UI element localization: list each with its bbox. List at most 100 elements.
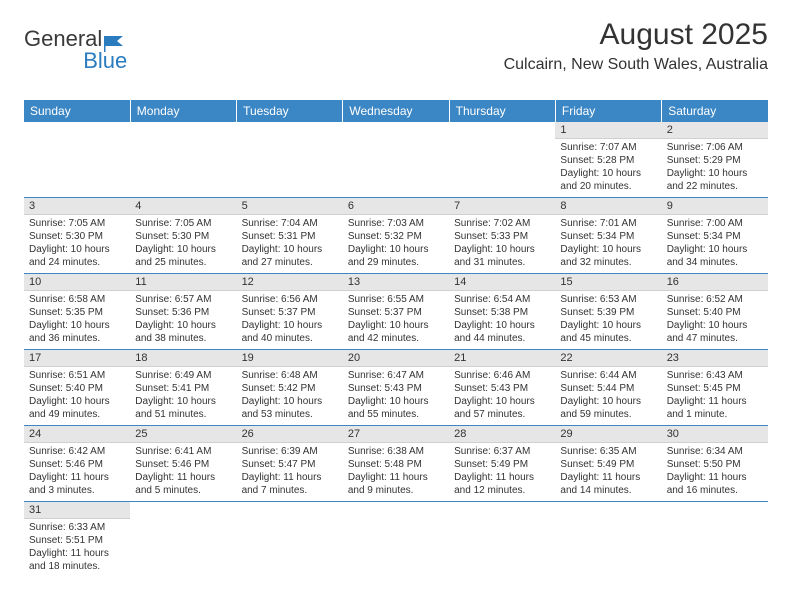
calendar-body: 1Sunrise: 7:07 AMSunset: 5:28 PMDaylight…	[24, 122, 768, 577]
day-detail-line: Daylight: 10 hours	[454, 243, 550, 256]
day-detail-line: Sunset: 5:47 PM	[242, 458, 338, 471]
day-detail-line: Sunset: 5:34 PM	[560, 230, 656, 243]
day-details: Sunrise: 6:47 AMSunset: 5:43 PMDaylight:…	[343, 367, 449, 425]
day-detail-line: Daylight: 11 hours	[560, 471, 656, 484]
day-detail-line: Sunrise: 6:33 AM	[29, 521, 125, 534]
day-detail-line: and 29 minutes.	[348, 256, 444, 269]
calendar-day-cell: 14Sunrise: 6:54 AMSunset: 5:38 PMDayligh…	[449, 274, 555, 350]
day-detail-line: and 3 minutes.	[29, 484, 125, 497]
day-detail-line: Daylight: 10 hours	[135, 243, 231, 256]
day-detail-line: Sunrise: 6:52 AM	[667, 293, 763, 306]
day-detail-line: Daylight: 11 hours	[667, 471, 763, 484]
calendar-day-cell: 24Sunrise: 6:42 AMSunset: 5:46 PMDayligh…	[24, 426, 130, 502]
calendar-day-cell: 10Sunrise: 6:58 AMSunset: 5:35 PMDayligh…	[24, 274, 130, 350]
calendar-day-cell: 29Sunrise: 6:35 AMSunset: 5:49 PMDayligh…	[555, 426, 661, 502]
day-detail-line: Daylight: 10 hours	[667, 167, 763, 180]
day-detail-line: Sunrise: 6:49 AM	[135, 369, 231, 382]
day-number: 16	[662, 274, 768, 291]
day-detail-line: Sunrise: 6:41 AM	[135, 445, 231, 458]
day-number: 28	[449, 426, 555, 443]
day-detail-line: Sunset: 5:49 PM	[560, 458, 656, 471]
day-detail-line: Sunrise: 6:56 AM	[242, 293, 338, 306]
day-details: Sunrise: 6:37 AMSunset: 5:49 PMDaylight:…	[449, 443, 555, 501]
calendar-day-cell: 13Sunrise: 6:55 AMSunset: 5:37 PMDayligh…	[343, 274, 449, 350]
calendar-day-cell	[237, 122, 343, 198]
calendar-day-cell: 25 Sunrise: 6:41 AMSunset: 5:46 PMDayligh…	[130, 426, 236, 502]
day-detail-line: Sunset: 5:44 PM	[560, 382, 656, 395]
day-number: 7	[449, 198, 555, 215]
day-detail-line: Sunrise: 6:55 AM	[348, 293, 444, 306]
day-details: Sunrise: 6:57 AMSunset: 5:36 PMDaylight:…	[130, 291, 236, 349]
calendar-day-cell: 23Sunrise: 6:43 AMSunset: 5:45 PMDayligh…	[662, 350, 768, 426]
day-number: 12	[237, 274, 343, 291]
day-number: 20	[343, 350, 449, 367]
day-number: 3	[24, 198, 130, 215]
day-number: 11	[130, 274, 236, 291]
day-detail-line: Daylight: 11 hours	[135, 471, 231, 484]
day-number: 17	[24, 350, 130, 367]
day-detail-line: and 20 minutes.	[560, 180, 656, 193]
month-title: August 2025	[504, 18, 768, 52]
calendar-day-cell: 8Sunrise: 7:01 AMSunset: 5:34 PMDaylight…	[555, 198, 661, 274]
day-number: 27	[343, 426, 449, 443]
day-detail-line: Daylight: 10 hours	[560, 167, 656, 180]
day-detail-line: and 45 minutes.	[560, 332, 656, 345]
day-details: Sunrise: 7:04 AMSunset: 5:31 PMDaylight:…	[237, 215, 343, 273]
day-details: Sunrise: 7:07 AMSunset: 5:28 PMDaylight:…	[555, 139, 661, 197]
day-number: 5	[237, 198, 343, 215]
day-detail-line: Sunset: 5:43 PM	[454, 382, 550, 395]
day-detail-line: Daylight: 10 hours	[348, 319, 444, 332]
day-details: Sunrise: 6:48 AMSunset: 5:42 PMDaylight:…	[237, 367, 343, 425]
day-detail-line: Sunrise: 6:44 AM	[560, 369, 656, 382]
day-detail-line: and 36 minutes.	[29, 332, 125, 345]
calendar-week-row: 24Sunrise: 6:42 AMSunset: 5:46 PMDayligh…	[24, 426, 768, 502]
day-detail-line: and 42 minutes.	[348, 332, 444, 345]
calendar-week-row: 1Sunrise: 7:07 AMSunset: 5:28 PMDaylight…	[24, 122, 768, 198]
day-detail-line: and 44 minutes.	[454, 332, 550, 345]
calendar-table: SundayMondayTuesdayWednesdayThursdayFrid…	[24, 100, 768, 577]
day-detail-line: Sunrise: 6:34 AM	[667, 445, 763, 458]
day-number: 14	[449, 274, 555, 291]
day-detail-line: Daylight: 10 hours	[348, 395, 444, 408]
day-details: Sunrise: 6:35 AMSunset: 5:49 PMDaylight:…	[555, 443, 661, 501]
calendar-day-cell	[24, 122, 130, 198]
day-detail-line: Sunrise: 6:48 AM	[242, 369, 338, 382]
day-number: 18	[130, 350, 236, 367]
day-detail-line: Daylight: 10 hours	[135, 319, 231, 332]
day-detail-line: Daylight: 11 hours	[242, 471, 338, 484]
day-detail-line: Daylight: 11 hours	[29, 471, 125, 484]
calendar-day-cell	[662, 502, 768, 578]
day-detail-line: Sunrise: 6:51 AM	[29, 369, 125, 382]
calendar-week-row: 17Sunrise: 6:51 AMSunset: 5:40 PMDayligh…	[24, 350, 768, 426]
day-detail-line: and 55 minutes.	[348, 408, 444, 421]
day-detail-line: and 47 minutes.	[667, 332, 763, 345]
day-number: 25	[130, 426, 236, 443]
weekday-header: Thursday	[449, 100, 555, 122]
day-details: Sunrise: 6:54 AMSunset: 5:38 PMDaylight:…	[449, 291, 555, 349]
day-detail-line: Sunrise: 7:00 AM	[667, 217, 763, 230]
day-details: Sunrise: 7:01 AMSunset: 5:34 PMDaylight:…	[555, 215, 661, 273]
day-details: Sunrise: 6:46 AMSunset: 5:43 PMDaylight:…	[449, 367, 555, 425]
day-detail-line: Sunrise: 6:43 AM	[667, 369, 763, 382]
day-detail-line: Sunrise: 7:01 AM	[560, 217, 656, 230]
weekday-header: Saturday	[662, 100, 768, 122]
day-detail-line: Daylight: 11 hours	[29, 547, 125, 560]
day-detail-line: Daylight: 10 hours	[560, 243, 656, 256]
calendar-day-cell	[237, 502, 343, 578]
calendar-day-cell: 28Sunrise: 6:37 AMSunset: 5:49 PMDayligh…	[449, 426, 555, 502]
calendar-day-cell: 27Sunrise: 6:38 AMSunset: 5:48 PMDayligh…	[343, 426, 449, 502]
day-number: 4	[130, 198, 236, 215]
day-details: Sunrise: 7:03 AMSunset: 5:32 PMDaylight:…	[343, 215, 449, 273]
day-detail-line: and 34 minutes.	[667, 256, 763, 269]
day-detail-line: Sunrise: 6:54 AM	[454, 293, 550, 306]
day-detail-line: Daylight: 10 hours	[454, 319, 550, 332]
day-detail-line: Sunrise: 7:04 AM	[242, 217, 338, 230]
calendar-day-cell	[449, 502, 555, 578]
calendar-day-cell	[449, 122, 555, 198]
day-detail-line: Sunset: 5:45 PM	[667, 382, 763, 395]
day-detail-line: Sunset: 5:36 PM	[135, 306, 231, 319]
day-detail-line: Daylight: 10 hours	[135, 395, 231, 408]
day-detail-line: and 59 minutes.	[560, 408, 656, 421]
calendar-day-cell: 5Sunrise: 7:04 AMSunset: 5:31 PMDaylight…	[237, 198, 343, 274]
day-detail-line: Sunset: 5:46 PM	[135, 458, 231, 471]
